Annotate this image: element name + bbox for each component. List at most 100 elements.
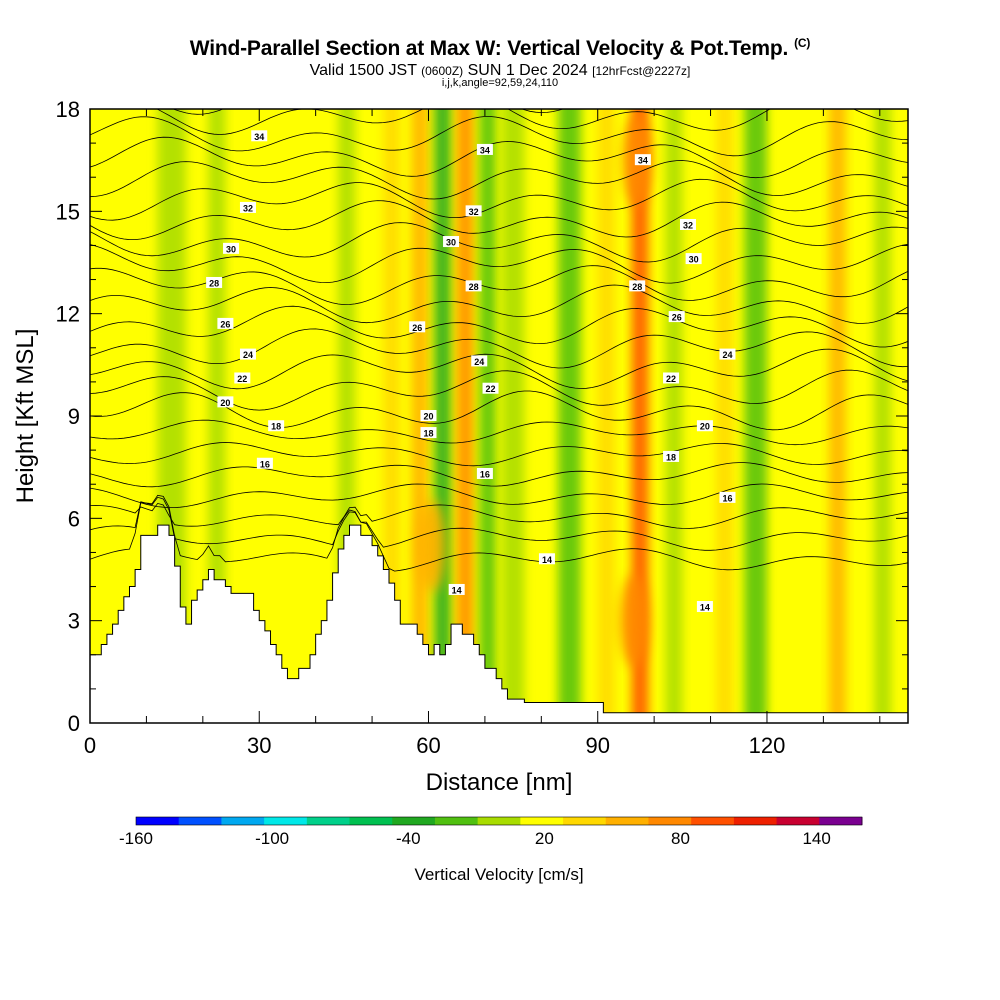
contour-label-text: 28 [209,278,219,288]
colorbar-tick-label: 80 [671,829,690,848]
colorbar-swatch [178,817,222,825]
isentrope-line [90,483,908,508]
isentrope-line [90,305,908,348]
y-tick-label: 3 [68,609,80,634]
contour-label-bg [685,253,702,265]
colorbar-swatch [605,817,649,825]
colorbar-swatch [563,817,607,825]
contour-label-text: 24 [474,357,484,367]
contour-label: 20 [217,396,234,408]
colorbar-swatch [349,817,393,825]
velocity-band [501,109,525,723]
x-tick-label: 120 [749,733,786,758]
contour-label-text: 20 [700,422,710,432]
terrain [90,524,908,723]
contour-label: 34 [251,130,268,142]
velocity-band [744,109,767,723]
contour-label: 18 [420,427,437,439]
isentrope-line [90,116,908,157]
contour-label-bg [206,276,223,288]
isentrope-line [90,265,908,306]
contour-label-text: 26 [412,323,422,333]
contour-label-bg [443,236,460,248]
contour-label: 22 [663,372,680,384]
contour-label: 24 [471,355,488,367]
colorbar-swatch [733,817,778,825]
contour-label: 28 [465,280,482,292]
isentrope-line [90,178,908,221]
velocity-band [558,109,581,723]
velocity-band [874,109,892,723]
contour-label-text: 18 [666,452,676,462]
contour-label-text: 24 [722,350,732,360]
contour-label-bg [482,382,499,394]
velocity-band [716,109,734,723]
contour-label-text: 16 [722,493,732,503]
y-tick-label: 12 [56,302,80,327]
velocity-band [829,109,846,723]
contour-label-bg [476,143,493,155]
velocity-band [434,109,452,723]
contour-label-bg [217,396,234,408]
isentrope-line [90,502,908,529]
contour-label-text: 32 [469,207,479,217]
contour-label: 28 [206,276,223,288]
contour-label: 16 [256,457,273,469]
contour-label: 24 [239,348,256,360]
velocity-band [597,109,615,723]
contour-label-text: 22 [666,374,676,384]
contour-label: 18 [663,450,680,462]
velocity-band [242,109,260,723]
contour-label-text: 14 [700,603,710,613]
velocity-band [287,109,322,723]
isentrope-line [90,328,908,369]
y-axis-title: Height [Kft MSL] [12,329,39,504]
velocity-band [778,109,796,723]
velocity-band [456,109,474,723]
colorbar-tick-label: 140 [802,829,830,848]
contour-label-bg [465,280,482,292]
contour-label: 14 [696,601,713,613]
isentrope-line [90,243,908,284]
isentrope-line [90,494,908,572]
contour-label-bg [217,317,234,329]
colorbar-tick-label: -160 [119,829,153,848]
valid-time-line: Valid 1500 JST (0600Z) SUN 1 Dec 2024 [1… [309,62,691,79]
contour-label-text: 22 [237,374,247,384]
contour-label-text: 30 [226,244,236,254]
contour-label: 14 [448,583,465,595]
contour-label-text: 28 [469,282,479,292]
velocity-band [631,109,649,723]
contour-label-bg [668,311,685,323]
colorbar-swatch [306,817,351,825]
isentrope-line [156,109,908,135]
isentrope-line [90,200,908,240]
contour-label-bg [696,601,713,613]
colorbar-tick-label: -40 [396,829,421,848]
colorbar-swatch [264,817,308,825]
contour-label-text: 20 [423,412,433,422]
isentrope-line [90,419,908,446]
contour-label-bg [476,467,493,479]
isentrope-line [90,348,908,390]
contour-label-text: 30 [689,255,699,265]
contour-label: 22 [234,372,251,384]
colorbar: -160 -100 -40 20 80 140 [119,816,863,848]
contour-label-text: 18 [423,429,433,439]
contour-label: 20 [420,410,437,422]
chart-title: Wind-Parallel Section at Max W: Vertical… [189,36,811,60]
y-tick-label: 6 [68,506,80,531]
contour-label-text: 32 [683,220,693,230]
plot-area: 34 34 34 32 32 32 30 30 30 28 28 28 26 26 26 24 24 24 22 22… [90,109,908,723]
colorbar-swatch [434,817,479,825]
x-tick-label: 60 [416,733,440,758]
y-tick-label: 0 [68,711,80,736]
colorbar-tick-label: -100 [255,829,289,848]
contour-label-text: 14 [542,555,552,565]
colorbar-title: Vertical Velocity [cm/s] [414,865,583,884]
contour-label-text: 32 [243,203,253,213]
contour-labels: 34 34 34 32 32 32 30 30 30 28 28 28 26 26 26 24 24 24 22 22… [206,130,736,613]
contour-label: 16 [476,467,493,479]
colorbar-swatch [648,817,692,825]
contour-label-bg [629,280,646,292]
